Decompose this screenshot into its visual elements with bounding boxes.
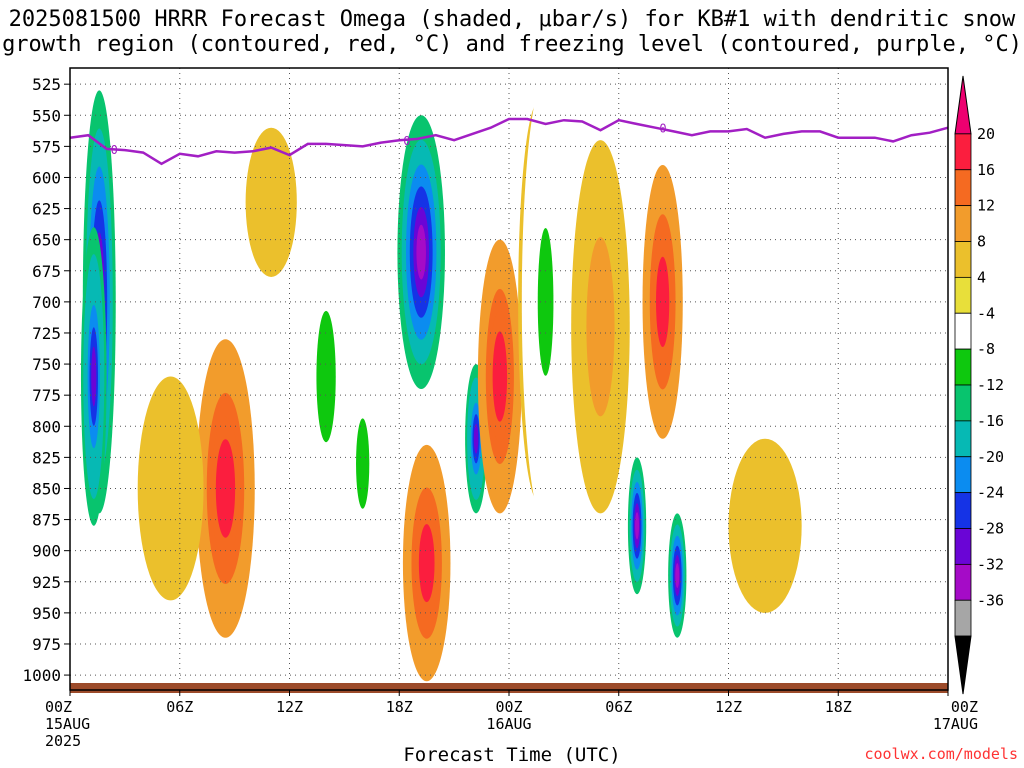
credit-text[interactable]: coolwx.com/models <box>864 745 1018 763</box>
omega-field <box>80 77 934 682</box>
colorbar-bin <box>954 276 972 314</box>
omega-cell <box>91 346 97 407</box>
omega-cell <box>495 349 505 404</box>
y-tick-label: 850 <box>32 479 61 498</box>
colorbar-label: -20 <box>977 448 1004 466</box>
y-tick-label: 675 <box>32 262 61 281</box>
colorbar-bin <box>954 312 972 350</box>
y-tick-label: 650 <box>32 231 61 250</box>
y-tick-label: 725 <box>32 324 61 343</box>
x-tick-label: 00Z <box>495 698 522 716</box>
omega-cell <box>658 274 667 330</box>
y-tick-label: 575 <box>32 137 61 156</box>
omega-cell <box>635 512 640 540</box>
y-tick-label: 550 <box>32 106 61 125</box>
freezing-level-label: 0 <box>111 143 118 157</box>
colorbar-label: -32 <box>977 555 1004 573</box>
colorbar-bin <box>954 563 972 601</box>
x-tick-label: 18Z <box>386 698 413 716</box>
y-tick-label: 600 <box>32 168 61 187</box>
colorbar-label: 4 <box>977 268 986 286</box>
x-tick-date-label: 15AUG <box>45 715 90 733</box>
colorbar-bin <box>954 384 972 422</box>
colorbar-label: -36 <box>977 591 1004 609</box>
x-tick-label: 00Z <box>45 698 72 716</box>
y-tick-label: 925 <box>32 573 61 592</box>
colorbar-label: -16 <box>977 412 1004 430</box>
freezing-level-label: 0 <box>403 134 410 148</box>
omega-cell <box>675 563 680 588</box>
colorbar-bin <box>954 205 972 242</box>
y-tick-label: 750 <box>32 355 61 374</box>
y-tick-label: 625 <box>32 200 61 219</box>
colorbar-bin <box>954 169 972 207</box>
omega-cell <box>421 539 432 587</box>
x-tick-date-label: 17AUG <box>933 715 978 733</box>
y-tick-label: 525 <box>32 75 61 94</box>
x-axis-title: Forecast Time (UTC) <box>403 744 621 766</box>
x-tick-label: 06Z <box>166 698 193 716</box>
chart-title-line1: 2025081500 HRRR Forecast Omega (shaded, … <box>8 7 1016 32</box>
omega-cell <box>266 187 277 218</box>
colorbar-bin <box>954 348 972 386</box>
omega-cell <box>907 284 916 320</box>
colorbar-label: -28 <box>977 520 1004 538</box>
colorbar-label: 20 <box>977 125 995 143</box>
x-tick-label: 12Z <box>715 698 742 716</box>
y-tick-label: 900 <box>32 542 61 561</box>
ground-surface <box>70 683 948 693</box>
x-tick-label: 12Z <box>276 698 303 716</box>
freezing-level-label: 0 <box>659 122 666 136</box>
freezing-level-line <box>69 117 949 166</box>
colorbar-bin <box>954 133 972 171</box>
colorbar-label: -8 <box>977 340 995 358</box>
x-tick-year-label: 2025 <box>45 732 81 750</box>
x-tick-date-label: 16AUG <box>486 715 531 733</box>
colorbar-label: 12 <box>977 197 995 215</box>
colorbar-top-arrow <box>954 75 972 135</box>
colorbar-label: 16 <box>977 161 995 179</box>
x-tick-label: 00Z <box>951 698 978 716</box>
y-tick-label: 975 <box>32 635 61 654</box>
omega-cell <box>322 349 331 404</box>
colorbar-label: -24 <box>977 484 1004 502</box>
colorbar-label: -4 <box>977 304 995 322</box>
colorbar-bin <box>954 599 972 637</box>
y-tick-label: 775 <box>32 386 61 405</box>
omega-cell <box>757 508 773 544</box>
omega-cell <box>594 289 607 365</box>
omega-cell <box>473 423 479 454</box>
colorbar-bin <box>954 528 972 565</box>
chart-title-line2: growth region (contoured, red, °C) and f… <box>2 32 1022 57</box>
colorbar-bottom-arrow <box>954 635 972 695</box>
colorbar-bin <box>954 456 972 494</box>
colorbar-bin <box>954 420 972 458</box>
omega-cell <box>416 224 426 280</box>
colorbar-label: 8 <box>977 233 986 251</box>
x-tick-label: 18Z <box>825 698 852 716</box>
colorbar-label: -12 <box>977 376 1004 394</box>
colorbar-bin <box>954 241 972 278</box>
x-tick-label: 06Z <box>605 698 632 716</box>
y-tick-label: 875 <box>32 511 61 530</box>
omega-cell <box>358 436 367 491</box>
y-tick-label: 700 <box>32 293 61 312</box>
colorbar-bin <box>954 492 972 529</box>
y-tick-label: 950 <box>32 604 61 623</box>
y-tick-label: 800 <box>32 417 61 436</box>
y-tick-label: 1000 <box>22 666 61 685</box>
y-tick-label: 825 <box>32 448 61 467</box>
